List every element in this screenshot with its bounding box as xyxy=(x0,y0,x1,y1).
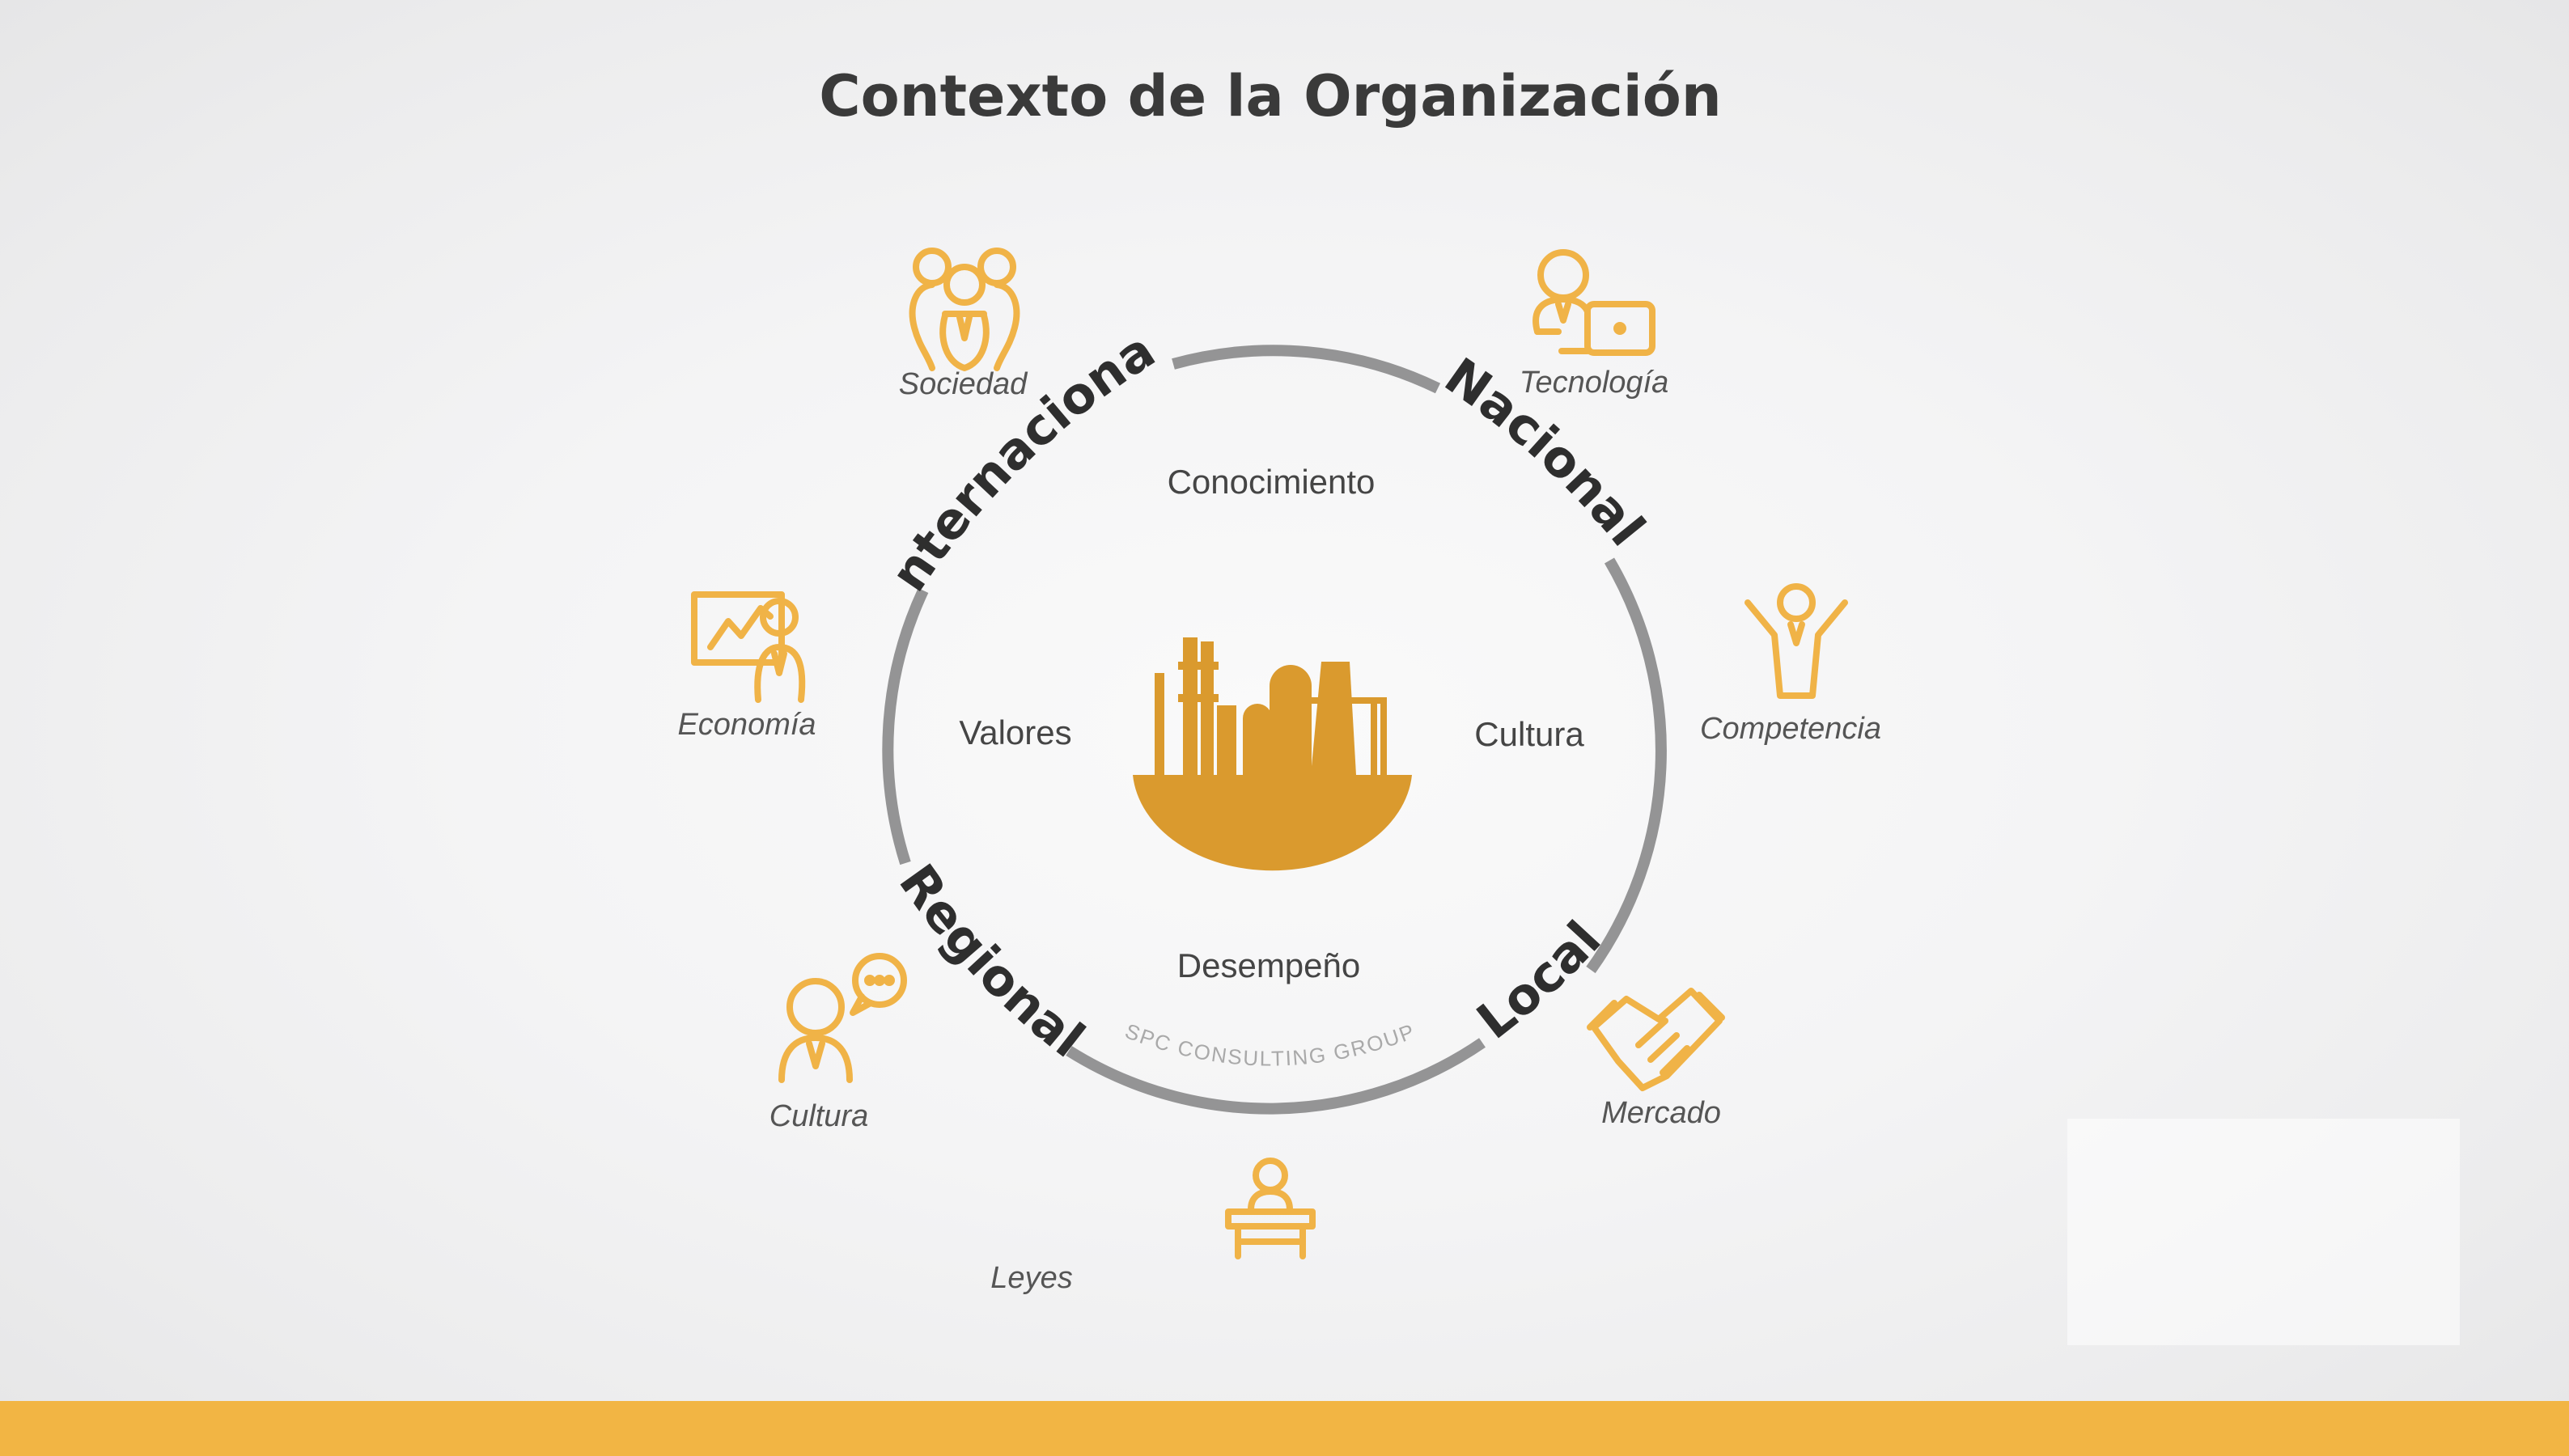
scope-label-regional: Regional xyxy=(888,853,1096,1069)
handshake-icon xyxy=(1587,988,1725,1091)
page-title: Contexto de la Organización xyxy=(819,63,1721,129)
people-group-icon xyxy=(909,248,1020,371)
factor-label-tecnologia: Tecnología xyxy=(1520,366,1669,400)
bottom-accent-bar xyxy=(0,1401,2569,1456)
factor-label-competencia: Competencia xyxy=(1700,712,1881,746)
factor-label-economia: Economía xyxy=(677,708,816,742)
person-presentation-icon xyxy=(691,591,806,703)
ring-arc-left xyxy=(882,588,929,866)
inner-label-right: Cultura xyxy=(1474,715,1584,753)
inner-label-top: Conocimiento xyxy=(1168,463,1376,501)
factor-label-sociedad: Sociedad xyxy=(899,367,1028,401)
winner-person-icon xyxy=(1744,583,1848,699)
factory-icon xyxy=(1133,637,1412,871)
ring-arc-bottom xyxy=(1066,1038,1486,1115)
factor-label-cultura: Cultura xyxy=(769,1099,869,1133)
person-podium-icon xyxy=(1225,1158,1316,1259)
factor-label-leyes: Leyes xyxy=(990,1261,1072,1295)
context-ring xyxy=(882,345,1667,1115)
inner-label-left: Valores xyxy=(959,713,1071,751)
inner-label-bottom: Desempeño xyxy=(1177,946,1360,984)
person-speech-bubble-icon xyxy=(778,953,907,1083)
ring-arc-top xyxy=(1172,345,1441,394)
person-laptop-icon xyxy=(1532,249,1655,356)
watermark: SPC CONSULTING GROUP xyxy=(1122,1018,1419,1070)
ring-arc-right xyxy=(1586,557,1667,974)
blank-patch xyxy=(2067,1119,2460,1345)
factor-label-mercado: Mercado xyxy=(1601,1096,1721,1130)
